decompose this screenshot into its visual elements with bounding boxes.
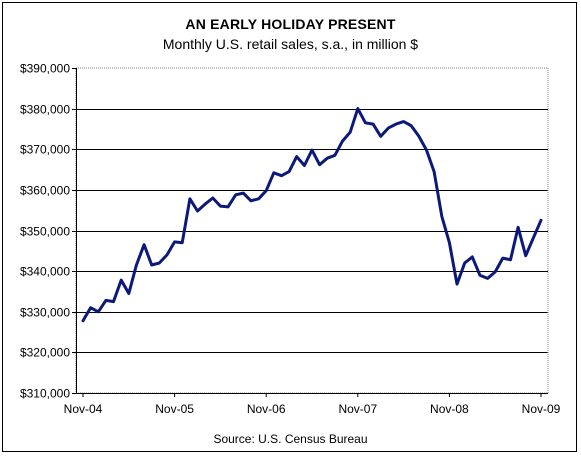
y-tick-label: $380,000	[20, 103, 70, 117]
x-tick-label: Nov-04	[64, 402, 103, 416]
chart-source-note: Source: U.S. Census Bureau	[213, 432, 368, 446]
y-axis: $310,000 $320,000 $330,000 $340,000 $350,000…	[20, 62, 77, 401]
x-tick-label: Nov-09	[522, 402, 561, 416]
x-tick-label: Nov-05	[155, 402, 194, 416]
chart-title: AN EARLY HOLIDAY PRESENT	[185, 16, 396, 32]
y-tick-label: $360,000	[20, 184, 70, 198]
x-axis: Nov-04 Nov-05 Nov-06 Nov-07 Nov-08 Nov-09	[64, 393, 561, 416]
series-retail-sales	[81, 107, 543, 323]
y-tick-label: $320,000	[20, 346, 70, 360]
x-tick-label: Nov-07	[338, 402, 377, 416]
x-tick-label: Nov-08	[430, 402, 469, 416]
grid-lines	[76, 109, 548, 353]
y-tick-label: $390,000	[20, 62, 70, 76]
y-tick-label: $330,000	[20, 306, 70, 320]
y-tick-label: $340,000	[20, 265, 70, 279]
chart-frame	[2, 2, 577, 452]
plot-area-border	[75, 67, 549, 394]
x-tick-label: Nov-06	[247, 402, 286, 416]
chart-subtitle: Monthly U.S. retail sales, s.a., in mill…	[162, 36, 419, 52]
y-tick-label: $350,000	[20, 225, 70, 239]
y-tick-label: $370,000	[20, 143, 70, 157]
y-tick-label: $310,000	[20, 387, 70, 401]
series-line	[81, 107, 543, 323]
